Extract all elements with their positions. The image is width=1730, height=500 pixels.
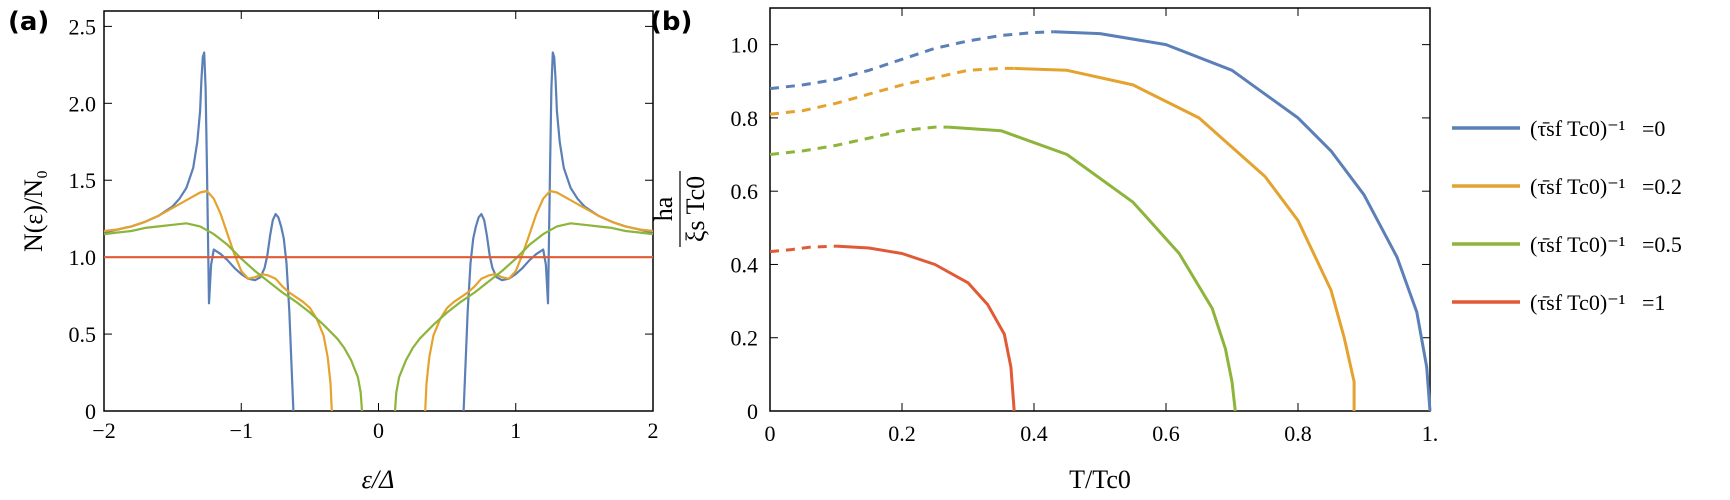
series-line-1	[424, 189, 654, 412]
legend-label-value: =0.5	[1642, 232, 1682, 257]
series-line-0	[462, 51, 654, 412]
x-tick-label: −2	[92, 418, 115, 443]
series-solid-2	[948, 125, 1237, 412]
legend-label-base: (τ̄sf Tc0)⁻¹	[1530, 232, 1625, 257]
x-tick-label: 0.4	[1020, 421, 1048, 446]
panel-a-label: (a)	[8, 7, 49, 37]
series-line-2-mirror	[103, 222, 364, 412]
panel-a-ylabel: N(ε)/N₀	[19, 170, 48, 252]
panel-b: (b) 0 0.2 0.4 0.6 0.8 1.00.20.40.60.81.0 T/Tc…	[649, 7, 1682, 494]
legend-item: (τ̄sf Tc0)⁻¹ =0.5	[1452, 232, 1682, 257]
series-dashed-1	[769, 66, 1015, 116]
legend-label-value: =1	[1642, 290, 1665, 315]
series-dashed-2	[769, 125, 949, 156]
panel-b-ylabel-num: ha	[649, 196, 678, 221]
legend-label-base: (τ̄sf Tc0)⁻¹	[1530, 290, 1625, 315]
legend: (τ̄sf Tc0)⁻¹ =0(τ̄sf Tc0)⁻¹ =0.2(τ̄sf Tc0)…	[1452, 116, 1682, 315]
series-dashed-3	[769, 244, 837, 254]
x-tick-label: 0.6	[1152, 421, 1180, 446]
panel-a: (a) −2 −1 0 1 2 0 0.5 1.0 1.5 2.0 2.5 ε/Δ N(ε)/N₀	[8, 7, 659, 494]
x-tick-label: 0.8	[1284, 421, 1312, 446]
y-tick-label: 0.5	[69, 322, 97, 347]
legend-item: (τ̄sf Tc0)⁻¹ =1	[1452, 290, 1665, 315]
series-solid-3	[835, 244, 1016, 412]
series-line-1-mirror	[103, 189, 333, 412]
x-tick-label: 2	[648, 418, 659, 443]
y-tick-label: 2.5	[69, 14, 97, 39]
legend-item: (τ̄sf Tc0)⁻¹ =0	[1452, 116, 1665, 141]
y-tick-label: 1.0	[731, 33, 759, 58]
panel-b-label: (b)	[650, 7, 692, 37]
panel-b-ticks: 0 0.2 0.4 0.6 0.8 1.00.20.40.60.81.0	[731, 8, 1439, 446]
legend-label-value: =0.2	[1642, 174, 1682, 199]
panel-b-ylabel-den: ξs Tc0	[681, 176, 710, 242]
series-solid-0	[1053, 30, 1432, 412]
x-tick-label: −1	[230, 418, 253, 443]
panel-b-xlabel: T/Tc0	[1069, 465, 1131, 494]
x-tick-label: 1.	[1422, 421, 1439, 446]
y-tick-label: 0.2	[731, 326, 759, 351]
legend-item: (τ̄sf Tc0)⁻¹ =0.2	[1452, 174, 1682, 199]
y-tick-label: 0.4	[731, 252, 759, 277]
x-tick-label: 0	[765, 421, 776, 446]
y-tick-label: 0	[747, 399, 758, 424]
series-line-2	[393, 222, 654, 412]
x-tick-label: 0	[373, 418, 384, 443]
series-line-0-mirror	[103, 51, 295, 412]
panel-a-xlabel: ε/Δ	[362, 465, 395, 494]
panel-a-frame	[103, 10, 654, 412]
legend-label-value: =0	[1642, 116, 1665, 141]
series-solid-1	[1014, 66, 1356, 411]
panel-b-ylabel: ha ξs Tc0	[649, 171, 710, 247]
y-tick-label: 1.0	[69, 245, 97, 270]
panel-b-series	[769, 30, 1432, 412]
y-tick-label: 0	[85, 399, 96, 424]
panel-a-series	[103, 51, 654, 412]
y-tick-label: 2.0	[69, 91, 97, 116]
panel-b-frame	[769, 7, 1431, 412]
series-dashed-0	[769, 30, 1054, 91]
y-tick-label: 0.6	[731, 179, 759, 204]
legend-label-base: (τ̄sf Tc0)⁻¹	[1530, 116, 1625, 141]
x-tick-label: 1	[510, 418, 521, 443]
legend-label-base: (τ̄sf Tc0)⁻¹	[1530, 174, 1625, 199]
x-tick-label: 0.2	[888, 421, 916, 446]
y-tick-label: 1.5	[69, 168, 97, 193]
y-tick-label: 0.8	[731, 106, 759, 131]
